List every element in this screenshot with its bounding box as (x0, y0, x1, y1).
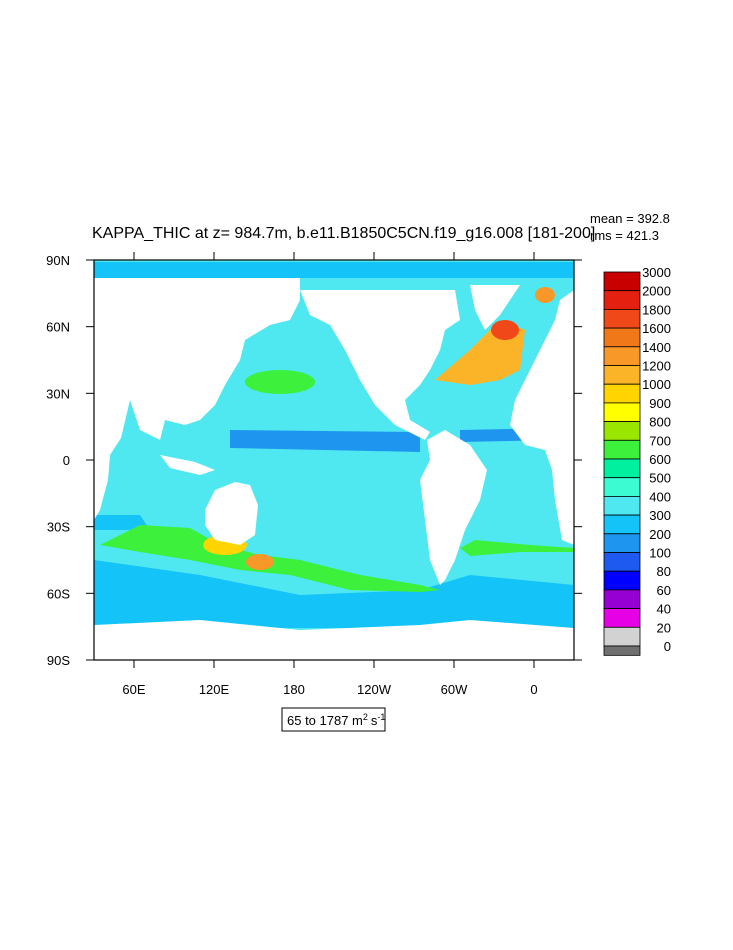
colorbar-label: 60 (657, 583, 671, 598)
colorbar-box (603, 383, 641, 404)
colorbar-label: 400 (649, 489, 671, 504)
colorbar-box (603, 477, 641, 497)
colorbar-box (603, 346, 641, 366)
colorbar-box (603, 439, 641, 460)
units-sup: -1 (377, 712, 385, 722)
x-tick-label: 180 (283, 682, 305, 697)
warm-patch (535, 287, 555, 303)
colorbar-label: 200 (649, 527, 671, 542)
units-mid: s (371, 713, 378, 728)
colorbar-box (603, 533, 641, 553)
warm-patch (491, 320, 519, 340)
colorbar-label: 1800 (642, 302, 671, 317)
colorbar-label: 500 (649, 471, 671, 486)
colorbar-box (603, 365, 641, 385)
y-tick-label: 60N (46, 320, 70, 335)
colorbar-label: 700 (649, 433, 671, 448)
warm-patch (245, 370, 315, 394)
colorbar-box (603, 589, 641, 610)
antarctica (94, 620, 574, 660)
units-base: 65 to 1787 m (287, 713, 363, 728)
indonesia (160, 455, 215, 475)
title: KAPPA_THIC at z= 984.7m, b.e11.B1850C5CN… (92, 225, 595, 242)
y-tick-label: 30S (47, 520, 70, 535)
colorbar-box (603, 271, 641, 292)
warm-patch (246, 554, 274, 570)
colorbar-box (603, 458, 641, 479)
colorbar-label: 1400 (642, 340, 671, 355)
indian-band (94, 515, 150, 530)
colorbar-label: 40 (657, 602, 671, 617)
arctic-band (94, 262, 574, 278)
y-tick-label: 30N (46, 386, 70, 401)
y-tick-label: 90N (46, 253, 70, 268)
colorbar-label: 600 (649, 452, 671, 467)
y-tick-label: 0 (63, 453, 70, 468)
africa-europe (510, 290, 574, 545)
colorbar-label: 1200 (642, 359, 671, 374)
eurasia-africa (94, 278, 300, 520)
colorbar-label: 100 (649, 546, 671, 561)
colorbar-label: 3000 (642, 265, 671, 280)
colorbar-box (603, 495, 641, 516)
colorbar-box (603, 645, 641, 656)
warm-patch (460, 540, 574, 556)
y-tick-label: 90S (47, 653, 70, 668)
map-field (93, 259, 575, 661)
colorbar-label: 300 (649, 508, 671, 523)
units-sup: 2 (363, 712, 368, 722)
colorbar-label: 0 (664, 639, 671, 654)
land (94, 278, 574, 660)
south-america (420, 430, 487, 585)
colorbar-box (603, 421, 641, 441)
colorbar-label: 80 (657, 564, 671, 579)
mean-label: mean = 392.8 (590, 211, 670, 226)
tropical-band (230, 430, 420, 452)
colorbar-label: 2000 (642, 284, 671, 299)
colorbar-label: 1600 (642, 321, 671, 336)
colorbar-box (603, 290, 641, 310)
y-tick-label: 60S (47, 586, 70, 601)
rms-label: rms = 421.3 (590, 228, 659, 243)
southern-band (94, 560, 574, 628)
colorbar-box (603, 552, 641, 572)
australia (205, 482, 258, 545)
x-tick-label: 0 (530, 682, 537, 697)
colorbar-label: 900 (649, 396, 671, 411)
colorbar-box (603, 402, 641, 422)
colorbar-label: 800 (649, 415, 671, 430)
x-tick-label: 60W (441, 682, 468, 697)
units-box (281, 707, 386, 732)
colorbar-label: 1000 (642, 377, 671, 392)
colorbar-label: 20 (657, 620, 671, 635)
x-tick-label: 60E (122, 682, 145, 697)
x-tick-label: 120W (357, 682, 392, 697)
colorbar-box (603, 308, 641, 329)
x-tick-label: 120E (199, 682, 230, 697)
colorbar-box (603, 570, 641, 591)
colorbar-box (603, 514, 641, 535)
colorbar-box (603, 327, 641, 348)
north-america (300, 290, 460, 440)
greenland (470, 285, 520, 330)
units-label: 65 to 1787 m2 s-1 (287, 712, 385, 728)
colorbar-box (603, 608, 641, 628)
colorbar-box (603, 626, 641, 647)
